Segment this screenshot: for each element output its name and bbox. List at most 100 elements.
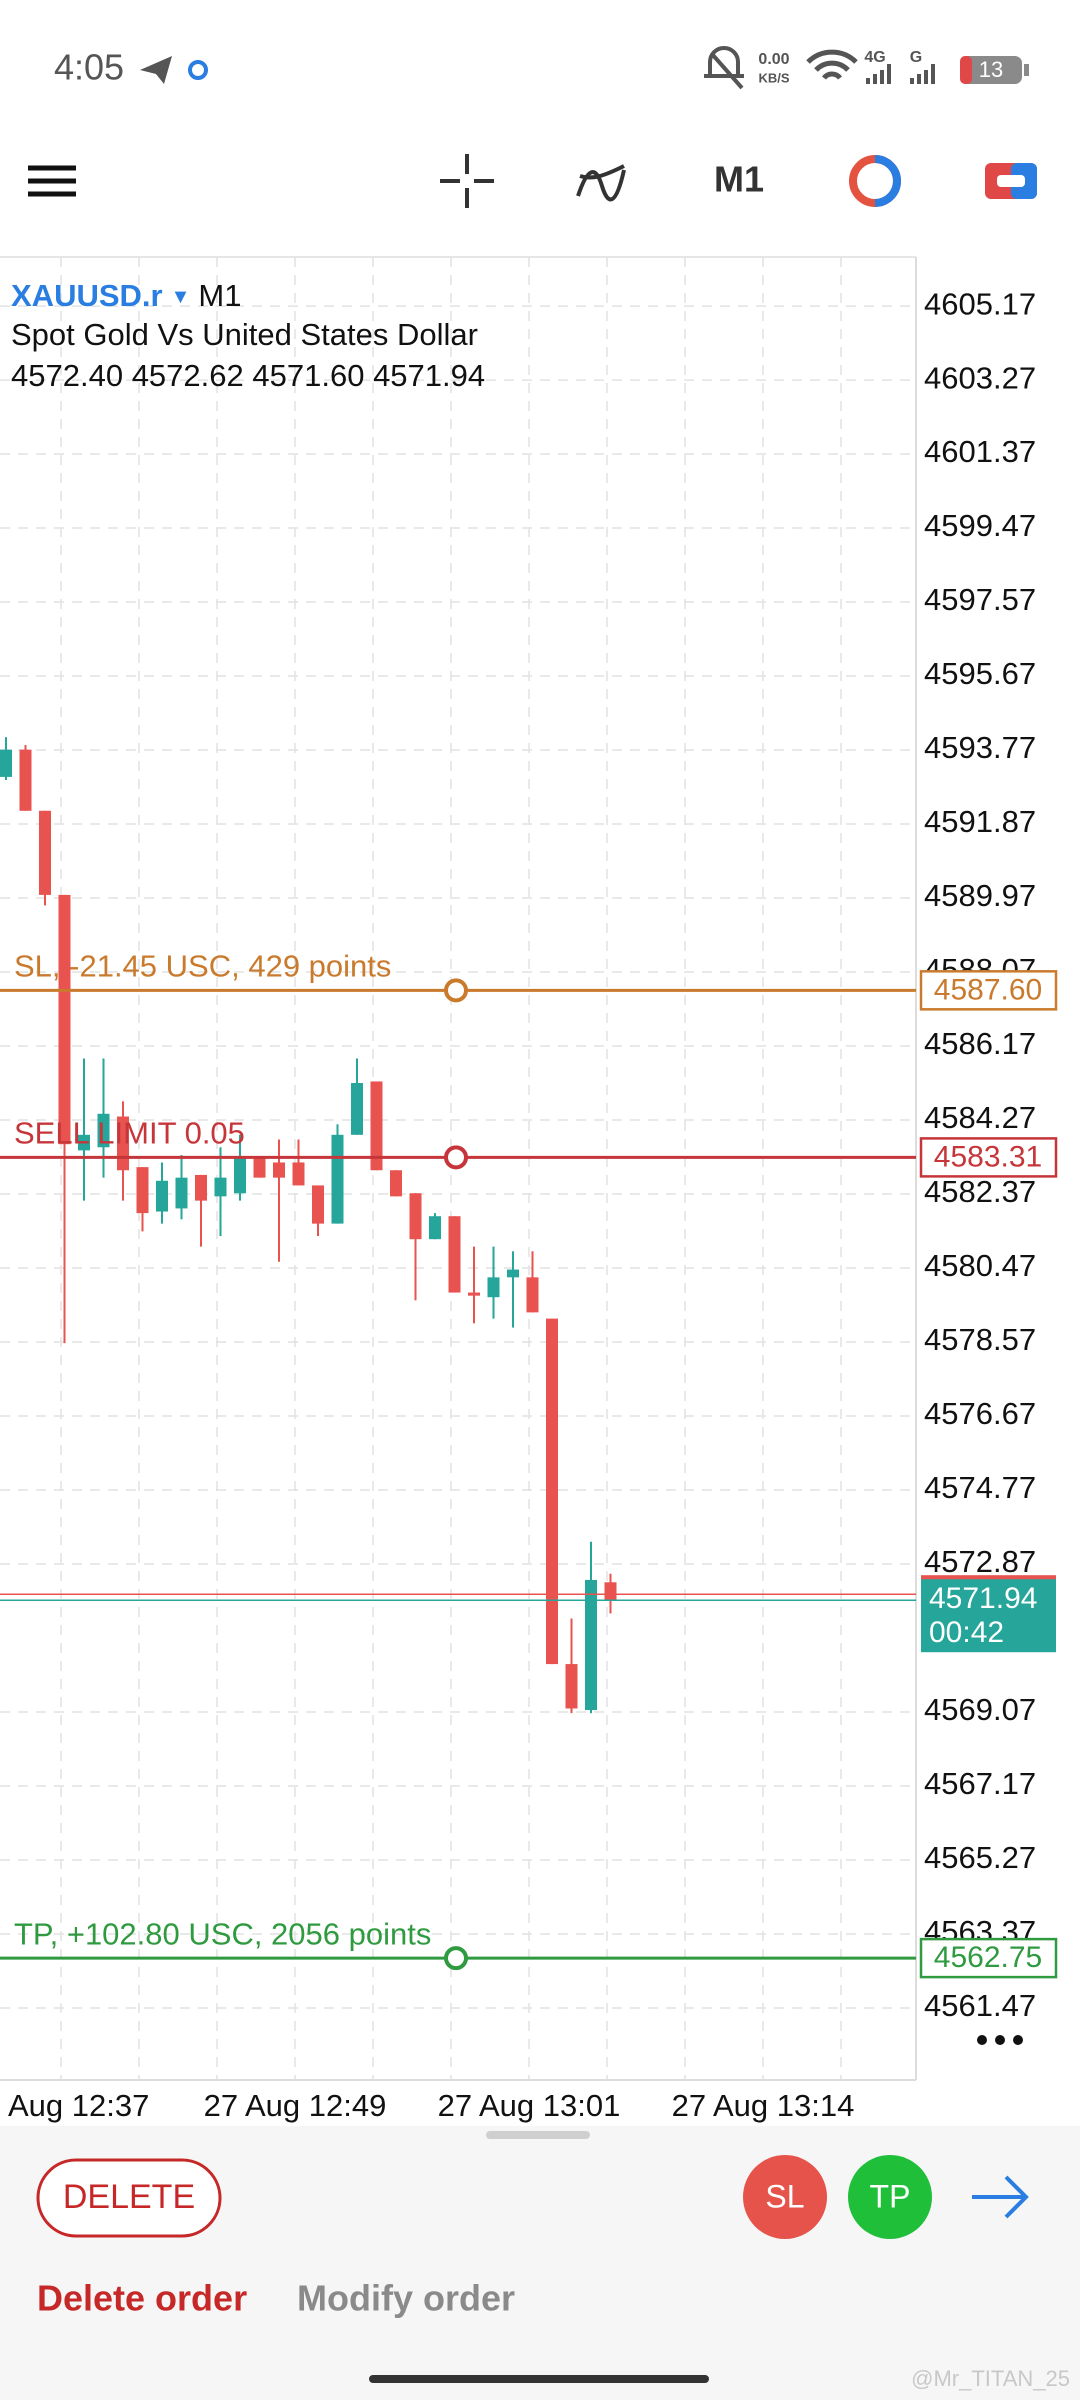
candle-body — [546, 1318, 558, 1665]
price-tick-label: 4578.57 — [924, 1322, 1036, 1357]
tab-delete-order[interactable]: Delete order — [37, 2278, 247, 2319]
price-tick-label: 4601.37 — [924, 434, 1036, 469]
chart-timeframe: M1 — [198, 278, 241, 313]
battery-tip — [1024, 64, 1029, 76]
price-tick-label: 4574.77 — [924, 1470, 1036, 1505]
price-tick-label: 4597.57 — [924, 582, 1036, 617]
sync-icon — [188, 60, 208, 80]
wifi-icon — [806, 49, 858, 80]
clock: 4:05 — [54, 47, 124, 88]
candle-body — [468, 1292, 480, 1296]
candle-body — [136, 1167, 149, 1214]
sl-button-label: SL — [765, 2178, 804, 2214]
price-tick-label: 4591.87 — [924, 804, 1036, 839]
symbol-dropdown[interactable]: ▼ — [171, 286, 191, 308]
price-tick-label: 4569.07 — [924, 1692, 1036, 1727]
tp-button[interactable] — [848, 2155, 932, 2239]
horizontal-grid: 4605.17 4603.27 4601.37 4599.47 4597.57 4595.… — [0, 286, 1036, 2023]
bar-countdown: 00:42 — [929, 1616, 1004, 1649]
timeframe-button[interactable]: M1 — [714, 159, 764, 200]
battery — [960, 56, 1022, 84]
candle-body — [312, 1185, 324, 1224]
order-price-box — [919, 970, 1058, 1011]
tab-modify-order[interactable]: Modify order — [297, 2278, 515, 2319]
indicators-button[interactable] — [576, 164, 626, 202]
menu-button[interactable] — [28, 165, 76, 197]
candle-body — [0, 749, 12, 777]
battery-percent: 13 — [979, 57, 1003, 82]
price-tick-label: 4603.27 — [924, 360, 1036, 395]
candle-body — [273, 1162, 285, 1178]
vertical-grid — [60, 257, 842, 2080]
current-price-box — [921, 1578, 1056, 1653]
order-label: TP, +102.80 USC, 2056 points — [14, 1916, 431, 1951]
order-handle[interactable] — [444, 978, 468, 1003]
price-tick-label: 4584.27 — [924, 1100, 1036, 1135]
order-handle[interactable] — [444, 1145, 468, 1170]
candle-body — [214, 1177, 227, 1197]
candle-body — [292, 1162, 305, 1186]
order-price-box — [919, 1937, 1058, 1979]
symbol[interactable]: XAUUSD.r — [11, 278, 163, 313]
crosshair-button[interactable] — [440, 154, 494, 208]
signal-1-type: 4G — [864, 49, 885, 66]
ohlc-high: 4572.62 — [132, 358, 244, 393]
candle-body — [39, 810, 51, 895]
price-tick-label: 4561.47 — [924, 1988, 1036, 2023]
ohlc-close: 4571.94 — [373, 358, 485, 393]
ohlc: 4572.40 4572.62 4571.60 4571.94 — [11, 358, 485, 393]
more-dot[interactable] — [995, 2035, 1005, 2045]
sl-button[interactable] — [743, 2155, 827, 2239]
candle-body — [448, 1216, 461, 1293]
candle-body — [78, 1134, 90, 1151]
candle-body — [390, 1170, 402, 1197]
price-tick-label: 4576.67 — [924, 1396, 1036, 1431]
tp-button-label: TP — [870, 2178, 911, 2214]
price-tick-label: 4605.17 — [924, 286, 1036, 321]
more-dot[interactable] — [977, 2035, 987, 2045]
candle-body — [253, 1157, 266, 1178]
send-arrow[interactable] — [972, 2175, 1029, 2219]
time-tick-label: Aug 12:37 — [8, 2088, 149, 2123]
price-tick-label: 4586.17 — [924, 1026, 1036, 1061]
candle-body — [565, 1664, 578, 1709]
net-speed: 0.00 — [758, 51, 789, 68]
watermark: @Mr_TITAN_25 — [911, 2366, 1070, 2391]
order-label: SL, -21.45 USC, 429 points — [14, 949, 391, 984]
candle-body — [97, 1113, 110, 1148]
drag-handle[interactable] — [486, 2131, 590, 2139]
candle-body — [58, 894, 71, 1145]
chart-header: XAUUSD.r ▼ M1 — [11, 278, 241, 313]
candle-body — [604, 1582, 617, 1601]
order-price-box — [919, 1137, 1058, 1178]
price-tick-label: 4599.47 — [924, 508, 1036, 543]
candle-body — [19, 749, 32, 811]
signal-2 — [910, 64, 935, 84]
more-dot[interactable] — [1013, 2035, 1023, 2045]
order-label: SELL LIMIT 0.05 — [14, 1116, 245, 1151]
order-handle[interactable] — [444, 1946, 468, 1971]
symbol-description: Spot Gold Vs United States Dollar — [11, 317, 478, 352]
candle-body — [526, 1277, 539, 1313]
home-indicator — [369, 2375, 709, 2383]
candle-body — [585, 1579, 597, 1711]
ohlc-open: 4572.40 — [11, 358, 123, 393]
telegram-icon — [140, 56, 172, 84]
mute-icon — [704, 46, 744, 90]
candle-body — [234, 1157, 246, 1194]
price-tick-label: 4595.67 — [924, 656, 1036, 691]
trade-button-inner — [997, 175, 1025, 187]
signal-1 — [866, 64, 891, 84]
order-price-label: 4583.31 — [934, 1140, 1042, 1173]
candle-body — [487, 1277, 500, 1298]
current-price-label: 4571.94 — [929, 1582, 1037, 1615]
time-tick-label: 27 Aug 13:01 — [438, 2088, 621, 2123]
net-unit: KB/S — [758, 70, 789, 85]
candle-body — [175, 1177, 188, 1209]
price-tick-label: 4572.87 — [924, 1544, 1036, 1579]
price-tick-label: 4565.27 — [924, 1840, 1036, 1875]
candle-body — [195, 1174, 207, 1201]
delete-button[interactable] — [36, 2158, 222, 2238]
price-tick-label: 4589.97 — [924, 878, 1036, 913]
